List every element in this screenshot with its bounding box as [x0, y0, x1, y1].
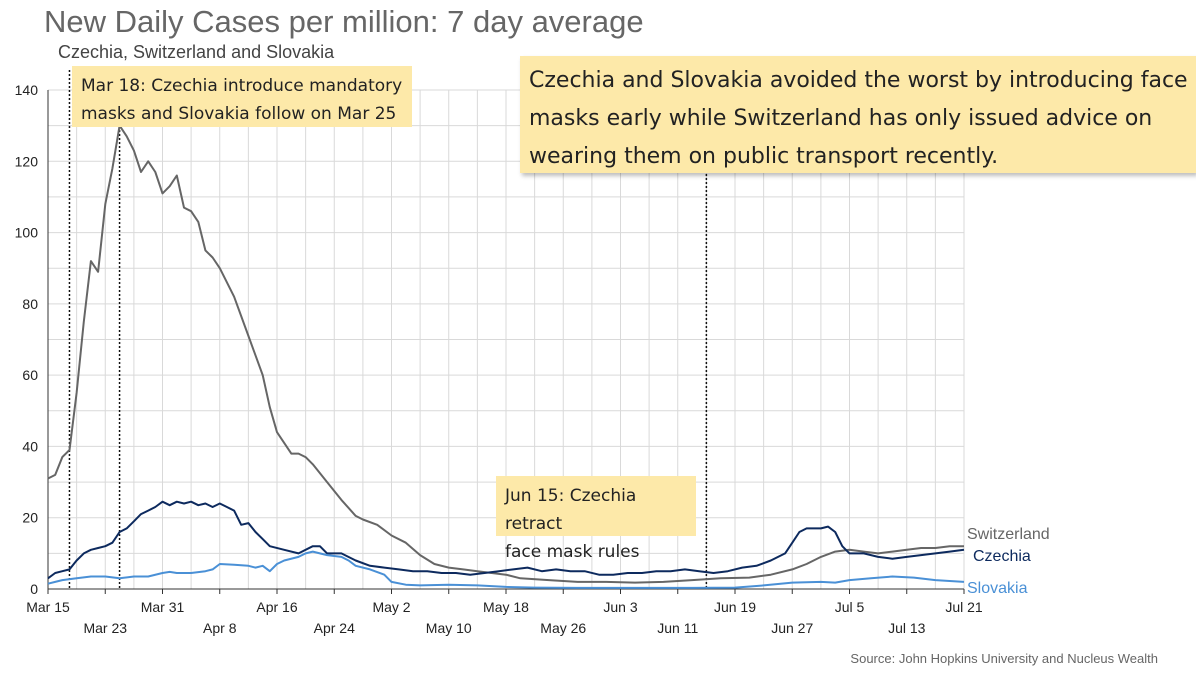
y-tick-label: 20: [22, 510, 38, 526]
y-tick-label: 0: [30, 581, 38, 597]
annotation-jun15: Jun 15: Czechia retract face mask rules: [496, 476, 696, 562]
annotation-main: Czechia and Slovakia avoided the worst b…: [520, 56, 1196, 173]
x-tick-label: Jun 19: [714, 599, 756, 615]
x-tick-label: Jul 13: [888, 620, 926, 636]
y-tick-label: 120: [15, 153, 39, 169]
x-tick-label: Mar 23: [83, 620, 127, 636]
series-label-czechia: Czechia: [973, 548, 1031, 565]
x-tick-label: Jul 5: [835, 599, 865, 615]
source-note: Source: John Hopkins University and Nucl…: [850, 651, 1158, 666]
x-tick-label: Jun 3: [603, 599, 637, 615]
series-labels: Switzerland Czechia Slovakia: [967, 526, 1050, 597]
annotation-mar18: Mar 18: Czechia introduce mandatory mask…: [72, 66, 412, 127]
event-lines: [68, 70, 708, 589]
x-tick-label: May 26: [540, 620, 586, 636]
x-tick-label: Jun 27: [771, 620, 813, 636]
x-tick-label: Apr 8: [203, 620, 237, 636]
y-tick-label: 40: [22, 438, 38, 454]
series-label-switzerland: Switzerland: [967, 526, 1050, 543]
chart-title: New Daily Cases per million: 7 day avera…: [44, 4, 644, 39]
x-tick-label: Jul 21: [945, 599, 983, 615]
series-line-slovakia: [47, 550, 965, 589]
series-line-switzerland: [47, 124, 964, 584]
chart-subtitle: Czechia, Switzerland and Slovakia: [58, 42, 335, 62]
axes: 0 20 40 60 80 100 120 140 Mar 15 Mar 31 Apr 16 May …: [15, 82, 983, 636]
series-line-czechia: [47, 500, 965, 580]
x-tick-label: Apr 24: [314, 620, 355, 636]
x-tick-label: Mar 31: [141, 599, 185, 615]
y-tick-label: 100: [15, 225, 39, 241]
x-tick-label: May 10: [426, 620, 472, 636]
x-tick-label: Jun 11: [657, 620, 698, 636]
x-tick-label: May 18: [483, 599, 529, 615]
x-tick-label: Mar 15: [26, 599, 70, 615]
x-tick-label: May 2: [372, 599, 410, 615]
y-tick-label: 60: [22, 367, 38, 383]
series-lines: [47, 124, 965, 589]
x-tick-label: Apr 16: [256, 599, 297, 615]
y-tick-label: 140: [15, 82, 39, 98]
y-tick-label: 80: [22, 296, 38, 312]
series-label-slovakia: Slovakia: [967, 580, 1028, 597]
